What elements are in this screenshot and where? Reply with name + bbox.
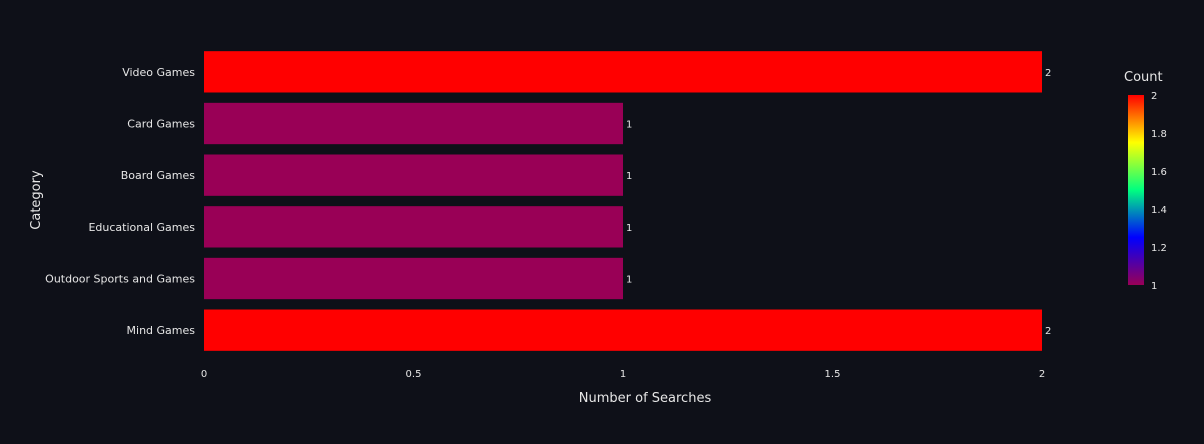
bar-value-label: 1: [626, 275, 632, 286]
x-tick-label: 0.5: [406, 369, 422, 380]
colorbar-gradient: [1128, 95, 1144, 285]
x-tick-label: 1: [620, 369, 626, 380]
colorbar-tick-label: 1: [1151, 281, 1157, 292]
bar-mind-games: [204, 309, 1042, 351]
bar-video-games: [204, 51, 1042, 93]
bar-board-games: [204, 154, 623, 196]
bar-value-label: 2: [1045, 68, 1051, 79]
bar-value-label: 1: [626, 223, 632, 234]
bar-value-label: 2: [1045, 326, 1051, 337]
colorbar-tick-label: 1.8: [1151, 129, 1167, 140]
colorbar-tick-label: 1.2: [1151, 243, 1167, 254]
x-tick-label: 2: [1039, 369, 1045, 380]
x-axis-title: Number of Searches: [579, 391, 712, 406]
colorbar-tick-label: 1.6: [1151, 167, 1167, 178]
y-category-labels: Video Games Card Games Board Games Educatio…: [45, 66, 195, 337]
y-axis-title: Category: [29, 170, 44, 230]
colorbar-tick-label: 1.4: [1151, 205, 1167, 216]
colorbar-title: Count: [1124, 70, 1163, 85]
y-tick-label: Video Games: [122, 66, 195, 79]
colorbar: Count 1 1.2 1.4 1.6 1.8 2: [1124, 70, 1167, 292]
x-tick-labels: 0 0.5 1 1.5 2: [201, 369, 1045, 380]
bar-educational-games: [204, 206, 623, 248]
y-tick-label: Educational Games: [88, 221, 195, 234]
bar-outdoor-sports-and-games: [204, 257, 623, 300]
y-tick-label: Card Games: [127, 118, 195, 131]
bar-value-label: 1: [626, 120, 632, 131]
x-tick-label: 0: [201, 369, 207, 380]
y-tick-label: Outdoor Sports and Games: [45, 273, 195, 286]
bar-card-games: [204, 102, 623, 145]
y-tick-label: Board Games: [121, 169, 196, 182]
colorbar-tick-label: 2: [1151, 91, 1157, 102]
bars-layer: 2 1 1 1 1 2: [204, 51, 1051, 351]
colorbar-tick-labels: 1 1.2 1.4 1.6 1.8 2: [1151, 91, 1167, 292]
bar-value-label: 1: [626, 171, 632, 182]
x-tick-label: 1.5: [825, 369, 841, 380]
y-tick-label: Mind Games: [127, 324, 196, 337]
